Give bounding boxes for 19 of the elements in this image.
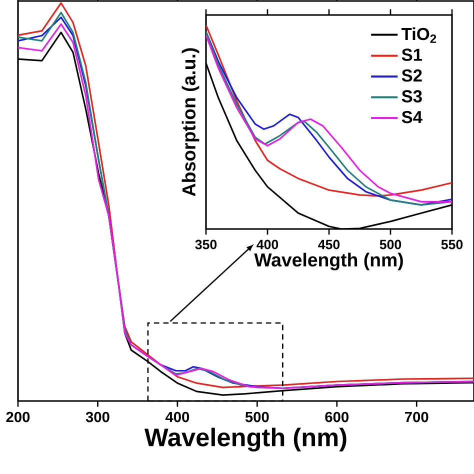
x-tick-label: 700 [405, 412, 428, 422]
x-tick-label: 600 [325, 412, 349, 422]
legend-label: S3 [402, 90, 422, 102]
legend-label: S2 [402, 69, 422, 82]
legend-label: S1 [402, 48, 422, 61]
x-axis-title: Wavelength (nm) [144, 428, 346, 452]
legend-label: S4 [402, 110, 422, 124]
y-axis-title: Absorption (a.u.) [182, 48, 200, 196]
x-tick-label: 400 [165, 412, 190, 422]
x-tick-label: 500 [380, 240, 402, 250]
x-tick-label: 400 [256, 240, 278, 250]
legend-label: TiO$_{2}$ [401, 27, 436, 43]
x-axis-title: Wavelength (nm) [254, 252, 403, 270]
x-tick-label: 350 [195, 240, 217, 250]
x-tick-label: 450 [318, 240, 340, 250]
x-tick-label: 500 [245, 412, 269, 422]
x-tick-label: 550 [441, 240, 463, 250]
x-tick-label: 200 [6, 412, 30, 422]
x-tick-label: 300 [86, 412, 110, 422]
